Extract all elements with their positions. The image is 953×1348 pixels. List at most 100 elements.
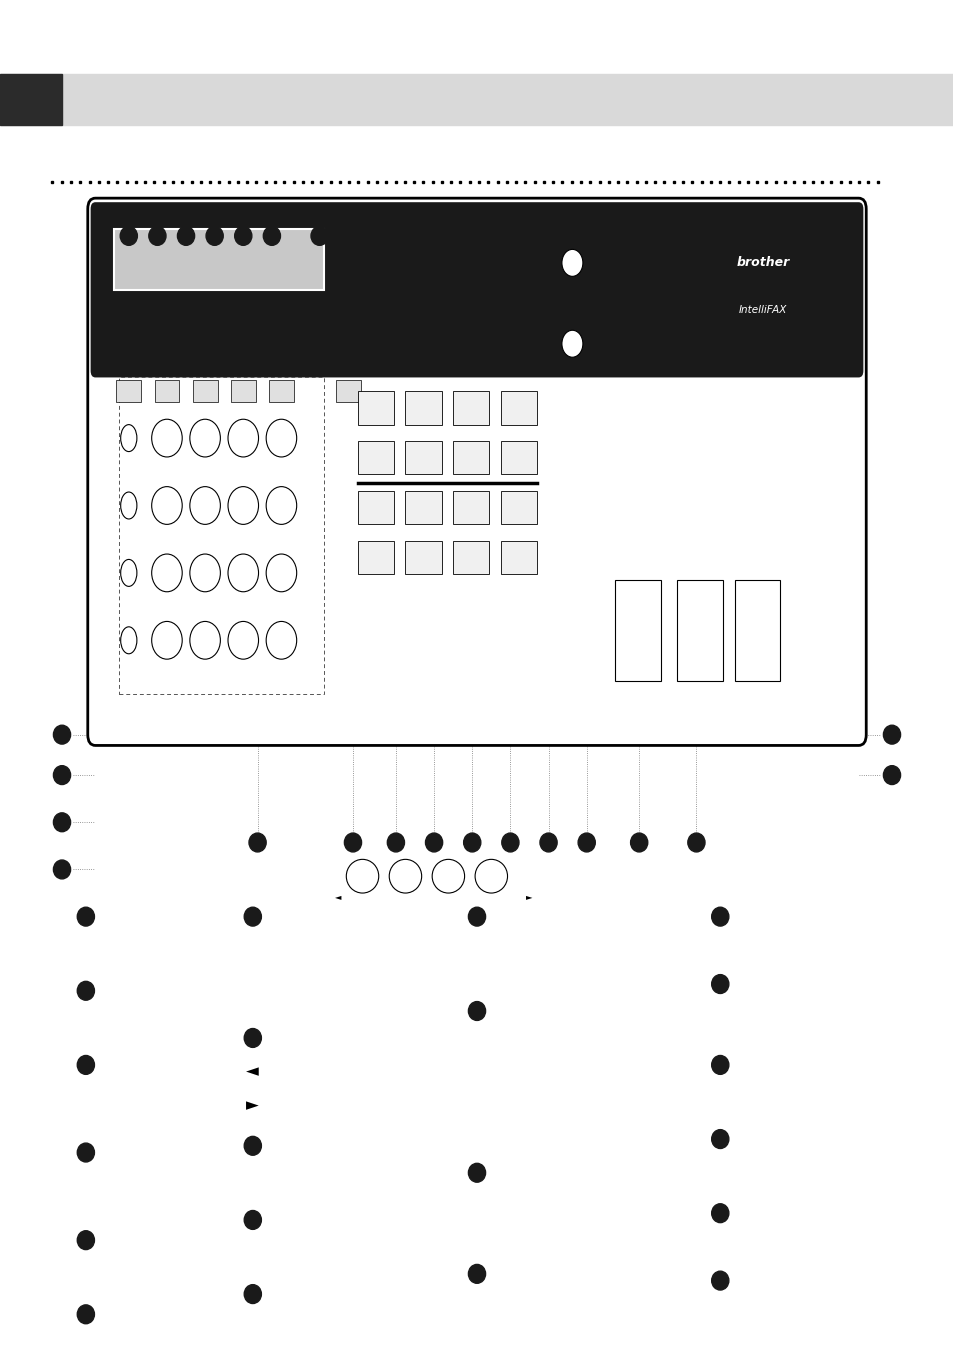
Ellipse shape <box>53 766 71 785</box>
Ellipse shape <box>468 907 485 926</box>
Bar <box>405 491 441 524</box>
Bar <box>453 441 489 474</box>
Ellipse shape <box>882 725 900 744</box>
Ellipse shape <box>120 425 137 452</box>
Text: ◄: ◄ <box>246 1062 259 1081</box>
Ellipse shape <box>344 833 361 852</box>
Ellipse shape <box>578 833 595 852</box>
Bar <box>0 74 953 125</box>
Bar <box>154 380 179 402</box>
Ellipse shape <box>190 419 220 457</box>
Ellipse shape <box>244 907 261 926</box>
Ellipse shape <box>244 1285 261 1304</box>
Bar <box>119 377 324 694</box>
Ellipse shape <box>77 1143 94 1162</box>
Ellipse shape <box>711 975 728 993</box>
Ellipse shape <box>630 833 647 852</box>
Ellipse shape <box>468 1002 485 1020</box>
Ellipse shape <box>882 766 900 785</box>
Ellipse shape <box>120 627 137 654</box>
Bar <box>0 74 62 125</box>
Ellipse shape <box>266 487 296 524</box>
Ellipse shape <box>152 621 182 659</box>
Bar <box>231 380 255 402</box>
FancyBboxPatch shape <box>88 198 865 745</box>
Ellipse shape <box>152 554 182 592</box>
Ellipse shape <box>463 833 480 852</box>
Ellipse shape <box>432 860 464 894</box>
Bar <box>500 491 537 524</box>
Bar <box>357 391 394 425</box>
Ellipse shape <box>244 1136 261 1155</box>
Bar <box>357 541 394 574</box>
Ellipse shape <box>177 226 194 245</box>
Text: ►: ► <box>526 892 532 900</box>
Ellipse shape <box>711 907 728 926</box>
Ellipse shape <box>468 1163 485 1182</box>
Bar <box>677 580 722 681</box>
Bar <box>405 541 441 574</box>
Ellipse shape <box>152 487 182 524</box>
Ellipse shape <box>149 226 166 245</box>
Bar <box>357 441 394 474</box>
Ellipse shape <box>53 725 71 744</box>
Ellipse shape <box>206 226 223 245</box>
Ellipse shape <box>77 1305 94 1324</box>
Ellipse shape <box>475 860 507 894</box>
Bar <box>405 391 441 425</box>
Ellipse shape <box>120 226 137 245</box>
Ellipse shape <box>266 419 296 457</box>
Ellipse shape <box>234 226 252 245</box>
Ellipse shape <box>346 860 378 894</box>
Ellipse shape <box>190 621 220 659</box>
Ellipse shape <box>77 1055 94 1074</box>
Text: IntelliFAX: IntelliFAX <box>739 305 786 315</box>
Bar <box>114 229 324 290</box>
Ellipse shape <box>711 1271 728 1290</box>
Ellipse shape <box>711 1055 728 1074</box>
Ellipse shape <box>711 1130 728 1148</box>
Text: ►: ► <box>246 1096 259 1115</box>
Ellipse shape <box>53 813 71 832</box>
Bar <box>615 580 660 681</box>
Ellipse shape <box>228 419 258 457</box>
Ellipse shape <box>120 492 137 519</box>
Ellipse shape <box>228 487 258 524</box>
Ellipse shape <box>711 1204 728 1223</box>
Ellipse shape <box>244 1029 261 1047</box>
Ellipse shape <box>389 860 421 894</box>
Ellipse shape <box>266 621 296 659</box>
Ellipse shape <box>387 833 404 852</box>
Bar <box>453 391 489 425</box>
Bar <box>453 491 489 524</box>
Ellipse shape <box>77 981 94 1000</box>
Ellipse shape <box>263 226 280 245</box>
Ellipse shape <box>228 621 258 659</box>
Ellipse shape <box>266 554 296 592</box>
Text: ◄: ◄ <box>335 892 341 900</box>
Bar <box>116 380 141 402</box>
Ellipse shape <box>539 833 557 852</box>
Text: brother: brother <box>736 256 789 270</box>
Ellipse shape <box>425 833 442 852</box>
Ellipse shape <box>77 1231 94 1250</box>
Ellipse shape <box>53 860 71 879</box>
Ellipse shape <box>311 226 328 245</box>
Bar <box>335 380 360 402</box>
Ellipse shape <box>468 1264 485 1283</box>
Bar <box>453 541 489 574</box>
Ellipse shape <box>152 419 182 457</box>
Bar <box>500 441 537 474</box>
Bar <box>734 580 780 681</box>
Ellipse shape <box>249 833 266 852</box>
Bar <box>193 380 217 402</box>
Bar <box>269 380 294 402</box>
FancyBboxPatch shape <box>91 202 862 377</box>
Ellipse shape <box>339 226 356 245</box>
Bar <box>500 541 537 574</box>
Ellipse shape <box>120 559 137 586</box>
Ellipse shape <box>687 833 704 852</box>
Ellipse shape <box>228 554 258 592</box>
Bar <box>405 441 441 474</box>
Ellipse shape <box>501 833 518 852</box>
